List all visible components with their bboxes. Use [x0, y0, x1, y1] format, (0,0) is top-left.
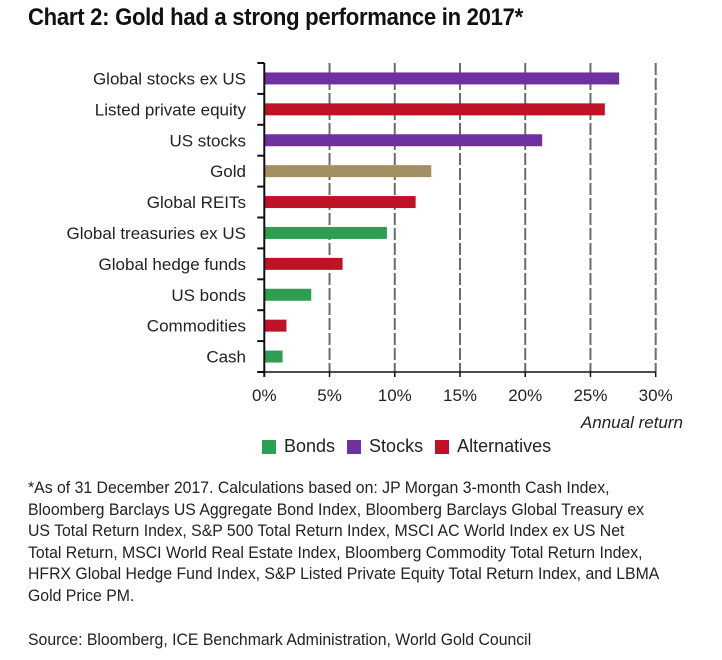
bar-global-treasuries-ex-us — [264, 226, 387, 239]
legend-swatch — [435, 439, 450, 454]
bar-cash — [264, 350, 283, 363]
legend-item-stocks: Stocks — [347, 436, 423, 457]
tick-labels: 0% 5% 10% 15% 20% 25% 30% — [252, 386, 673, 405]
legend: Bonds Stocks Alternatives — [262, 436, 563, 457]
source-note: Source: Bloomberg, ICE Benchmark Adminis… — [28, 630, 532, 649]
x-axis-title: Annual return — [580, 413, 683, 432]
legend-label: Alternatives — [457, 436, 552, 456]
x-tick-label: 5% — [317, 386, 342, 405]
bar-listed-private-equity — [264, 103, 605, 116]
category-label: Global treasuries ex US — [66, 224, 246, 243]
legend-item-alternatives: Alternatives — [435, 436, 551, 457]
legend-item-bonds: Bonds — [262, 436, 335, 457]
bar-chart: Global stocks ex US Listed private equity… — [66, 62, 683, 432]
bar-gold — [264, 165, 432, 178]
bar-us-bonds — [264, 288, 312, 301]
category-label: Listed private equity — [95, 100, 247, 119]
bar-global-reits — [264, 196, 416, 209]
bars — [264, 72, 620, 363]
x-tick-label: 0% — [252, 386, 277, 405]
legend-label: Bonds — [284, 436, 336, 456]
bar-global-stocks-ex-us — [264, 72, 620, 85]
legend-swatch — [262, 439, 276, 454]
legend-label: Stocks — [369, 436, 424, 456]
category-label: US stocks — [169, 131, 246, 150]
category-label: Cash — [206, 348, 246, 367]
chart-title: Chart 2: Gold had a strong performance i… — [28, 4, 523, 31]
category-label: Gold — [210, 162, 246, 181]
bar-us-stocks — [264, 134, 543, 147]
legend-swatch — [347, 439, 362, 454]
x-tick-label: 25% — [573, 386, 607, 405]
bar-commodities — [264, 319, 287, 332]
category-label: Global REITs — [147, 193, 246, 212]
footnote: *As of 31 December 2017. Calculations ba… — [28, 478, 659, 605]
category-label: Global stocks ex US — [93, 69, 246, 88]
category-label: US bonds — [171, 286, 246, 305]
bar-global-hedge-funds — [264, 257, 343, 270]
category-label: Global hedge funds — [99, 255, 246, 274]
axes — [257, 62, 657, 377]
category-labels: Global stocks ex US Listed private equity… — [66, 69, 246, 366]
x-tick-label: 30% — [639, 386, 673, 405]
x-tick-label: 15% — [443, 386, 477, 405]
x-tick-label: 10% — [378, 386, 412, 405]
x-tick-label: 20% — [508, 386, 542, 405]
category-label: Commodities — [147, 317, 246, 336]
